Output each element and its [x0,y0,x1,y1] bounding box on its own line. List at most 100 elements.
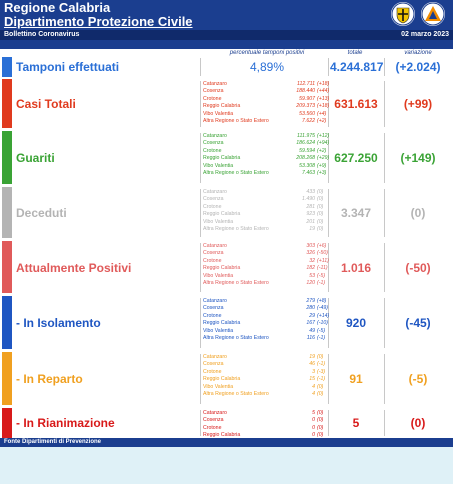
province-name: Catanzaro [203,189,227,195]
section-label: - In Isolamento [16,316,101,330]
section-change: (+99) [403,97,433,111]
province-name: Catanzaro [203,133,227,139]
province-delta: (-10) [317,320,328,327]
section-total: 920 [345,316,367,330]
section-label: Casi Totali [16,97,76,111]
province-name: Altra Regione o Stato Estero [203,280,269,286]
province-name: Reggio Calabria [203,265,241,272]
section-change: (-45) [405,316,431,330]
province-value: 5 [312,410,315,416]
province-name: Vibo Valentia [203,272,234,279]
section-total: 91 [349,372,363,386]
province-delta: (-49) [317,305,328,312]
section-change: (-50) [405,261,431,275]
province-delta: (+29) [317,155,330,162]
province-delta: (+9) [317,162,327,169]
section-stripe [2,408,12,438]
bottom-band [0,447,453,484]
province-delta: (+2) [317,147,327,154]
province-name: Reggio Calabria [203,155,241,162]
section-stripe [2,131,12,184]
province-name: Reggio Calabria [203,211,241,218]
province-name: Vibo Valentia [203,218,234,225]
province-delta: (+14) [317,312,330,319]
province-name: Altra Regione o Stato Estero [203,118,269,124]
tamponi-label: Tamponi effettuati [16,60,120,74]
province-value: 186.624 [296,140,315,147]
province-name: Crotone [203,312,222,319]
province-delta: (0) [317,417,324,424]
province-value: 46 [309,361,315,368]
province-delta: (0) [317,218,324,225]
section-stripe [2,187,12,238]
tamponi-stripe [2,57,12,77]
province-delta: (0) [317,189,324,195]
province-delta: (0) [317,354,324,360]
province-delta: (-1) [317,376,326,383]
section-stripe [2,296,12,349]
section-total: 627.250 [334,151,378,165]
province-name: Crotone [203,368,222,375]
section-total: 3.347 [340,206,372,220]
province-name: Vibo Valentia [203,162,234,169]
province-value: 433 [306,189,315,195]
province-value: 29 [309,312,315,319]
province-value: 326 [306,250,315,257]
province-name: Crotone [203,147,222,154]
province-value: 923 [306,211,315,218]
tamponi-change: (+2.024) [395,60,441,74]
section-change: (0) [410,206,426,220]
province-name: Vibo Valentia [203,110,234,117]
bulletin-date: 02 marzo 2023 [401,31,449,38]
province-delta: (+44) [317,88,330,95]
header-band [0,40,453,49]
province-name: Catanzaro [203,298,227,304]
province-delta: (-1) [317,335,326,341]
province-delta: (+94) [317,140,330,147]
province-delta: (-5) [317,327,326,334]
province-value: 53.560 [299,110,315,117]
province-delta: (+18) [317,103,330,110]
province-value: 280 [306,305,315,312]
province-value: 4 [312,391,315,397]
province-delta: (-1) [317,361,326,368]
province-name: Altra Regione o Stato Estero [203,391,269,397]
province-value: 281 [306,203,315,210]
province-delta: (0) [317,196,324,203]
section-label: Deceduti [16,206,67,220]
section-change: (-5) [408,372,428,386]
section-change: (0) [410,416,426,430]
province-value: 7.622 [302,118,315,124]
province-value: 303 [306,243,315,249]
region-title: Regione Calabria [4,0,111,15]
province-value: 0 [312,417,315,424]
province-name: Vibo Valentia [203,383,234,390]
province-value: 19 [309,226,315,232]
tamponi-row: Tamponi effettuati 4,89% 4.244.817 (+2.0… [0,57,453,77]
footer-source: Fonte Dipartimenti di Prevenzione [4,439,102,445]
province-delta: (0) [317,226,324,232]
province-name: Vibo Valentia [203,327,234,334]
province-name: Crotone [203,257,222,264]
footer-bar: Fonte Dipartimenti di Prevenzione [0,438,453,447]
province-name: Catanzaro [203,243,227,249]
province-value: 1.490 [302,196,315,203]
bulletin-title: Bollettino Coronavirus [4,31,80,38]
section-total: 631.613 [334,97,378,111]
section-row: Casi Totali 631.613 (+99) Catanzaro 112.711(… [0,79,453,129]
province-delta: (+6) [317,243,327,249]
province-value: 167 [306,320,315,327]
province-value: 112.711 [297,81,315,87]
province-name: Reggio Calabria [203,432,241,439]
province-name: Cosenza [203,361,224,368]
section-total: 5 [352,416,360,430]
province-value: 7.463 [302,170,315,176]
province-value: 53 [309,272,315,279]
tamponi-pct: 4,89% [249,60,285,74]
province-delta: (0) [317,424,324,431]
section-label: - In Rianimazione [16,416,115,430]
province-value: 4 [312,383,315,390]
civil-protection-icon [421,2,445,26]
province-name: Catanzaro [203,354,227,360]
section-stripe [2,79,12,128]
